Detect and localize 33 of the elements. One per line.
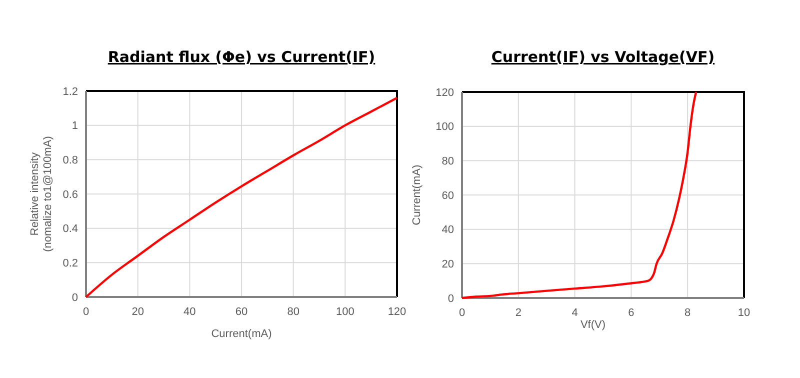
x-axis-title: Current(mA) — [211, 328, 272, 340]
x-tick-label: 80 — [287, 306, 300, 318]
x-tick-label: 4 — [572, 307, 578, 319]
x-tick-label: 8 — [684, 307, 691, 319]
y-tick-label: 80 — [442, 156, 454, 168]
x-tick-label: 6 — [628, 307, 634, 319]
x-tick-label: 0 — [458, 307, 466, 319]
x-tick-label: 0 — [82, 306, 90, 318]
y-tick-label: 20 — [442, 258, 454, 271]
y-axis-title: Relative intensity (nomalize to1@100mA) — [29, 136, 54, 252]
y-tick-label: 120 — [436, 86, 454, 99]
chart-title: Current(IF) vs Voltage(VF) — [491, 48, 715, 66]
y-tick-label: 0.2 — [62, 258, 78, 270]
y-axis-title: Current(mA) — [411, 164, 423, 226]
y-tick-label: 0.4 — [62, 223, 78, 236]
y-tick-label: 0.6 — [62, 188, 78, 201]
x-tick-label: 40 — [184, 306, 196, 318]
y-tick-label: 1 — [72, 120, 78, 132]
y-tick-label: 100 — [436, 121, 454, 134]
x-axis-title: Vf(V) — [580, 319, 606, 331]
x-tick-label: 60 — [235, 306, 248, 318]
chart-title: Radiant flux (Φe) vs Current(IF) — [108, 48, 376, 66]
x-tick-label: 2 — [515, 307, 522, 319]
x-tick-label: 20 — [132, 306, 144, 318]
y-tick-label: 0.8 — [62, 154, 78, 167]
x-tick-label: 120 — [388, 306, 406, 318]
x-tick-label: 10 — [738, 307, 750, 319]
y-tick-label: 1.2 — [62, 86, 78, 98]
y-tick-label: 0 — [72, 292, 78, 304]
y-tick-label: 60 — [442, 190, 454, 202]
x-tick-label: 100 — [336, 306, 354, 318]
y-tick-label: 40 — [442, 224, 454, 236]
y-tick-label: 0 — [448, 292, 454, 305]
